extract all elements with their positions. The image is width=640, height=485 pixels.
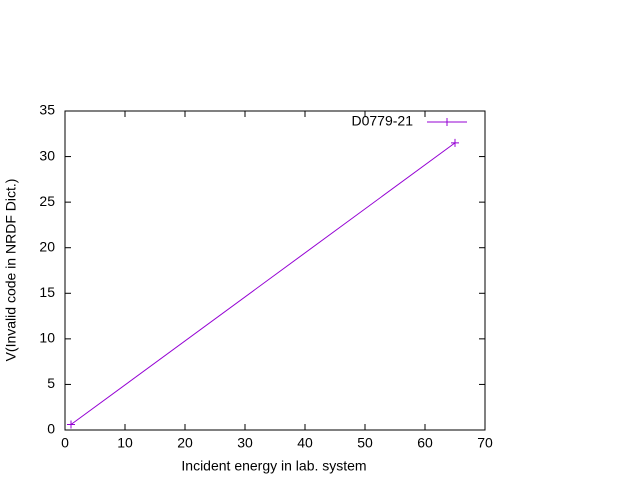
y-tick-label: 25 [39,193,55,209]
y-tick-label: 30 [39,147,55,163]
x-tick-label: 30 [237,435,253,451]
point [451,138,459,147]
y-axis-label: V(Invalid code in NRDF Dict.) [3,179,19,362]
y-tick-label: 0 [47,421,55,437]
y-tick-label: 20 [39,238,55,254]
x-axis-label: Incident energy in lab. system [181,458,366,474]
y-tick-label: 35 [39,102,55,118]
x-tick-label: 40 [297,435,313,451]
line [70,142,456,425]
x-tick-label: 20 [177,435,193,451]
x-tick-label: 50 [357,435,373,451]
plot-frame [64,110,486,431]
legend-label: D0779-21 [352,113,414,129]
point [67,420,75,429]
y-tick-label: 5 [47,375,55,391]
x-tick-label: 60 [417,435,433,451]
y-tick-label: 15 [39,284,55,300]
x-tick-label: 70 [477,435,493,451]
legend-marker [443,118,451,126]
y-tick-label: 10 [39,330,55,346]
x-tick-label: 0 [61,435,69,451]
x-tick-label: 10 [117,435,133,451]
